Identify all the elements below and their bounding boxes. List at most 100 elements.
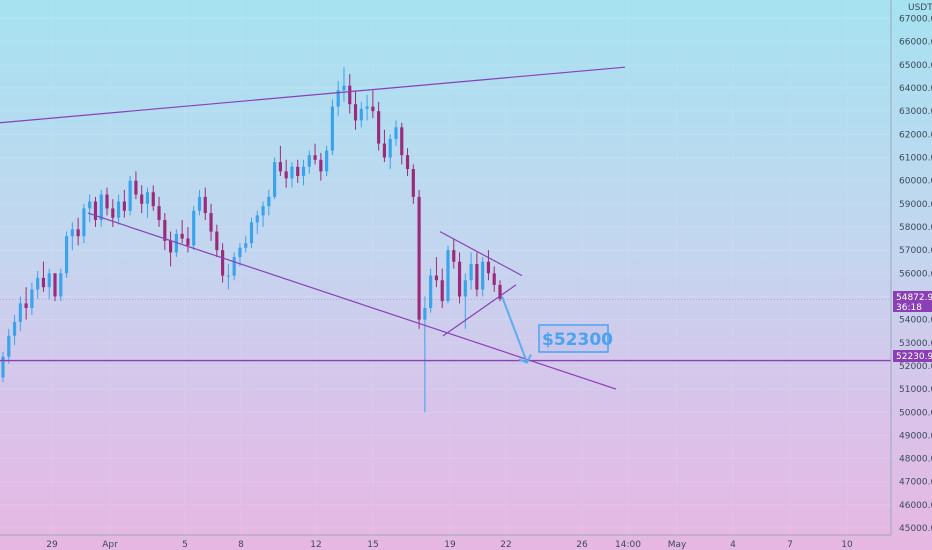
candle-body xyxy=(30,289,34,309)
candle-body xyxy=(492,273,496,285)
candle-body xyxy=(255,215,259,223)
candle-body xyxy=(238,247,242,258)
y-tick-label: 56000.00 xyxy=(899,269,932,279)
candle-body xyxy=(457,261,462,297)
candle-body xyxy=(64,236,69,274)
y-tick-label: 64000.00 xyxy=(899,84,932,94)
candle-body xyxy=(319,159,323,172)
candle-body xyxy=(36,277,40,290)
candle-body xyxy=(192,210,196,246)
candle-body xyxy=(180,233,184,239)
candle-body xyxy=(88,201,92,209)
y-tick-label: 51000.00 xyxy=(899,385,932,395)
candle-body xyxy=(12,321,17,336)
y-tick-label: 57000.00 xyxy=(899,246,932,256)
candle-body xyxy=(313,155,317,160)
candle-body xyxy=(348,85,352,105)
candle-body xyxy=(186,238,190,246)
candle-body xyxy=(475,264,479,290)
candle-body xyxy=(116,201,121,218)
candle-body xyxy=(151,192,155,207)
candle-body xyxy=(59,273,63,297)
candle-body xyxy=(1,356,5,378)
x-tick-label: 10 xyxy=(841,540,853,550)
y-tick-label: 58000.00 xyxy=(899,223,932,233)
candle-body xyxy=(244,243,248,248)
y-tick-label: 60000.00 xyxy=(899,177,932,187)
y-tick-label: 66000.00 xyxy=(899,38,932,48)
y-tick-label: 67000.00 xyxy=(899,15,932,25)
target-callout[interactable]: $52300 xyxy=(538,324,613,353)
y-tick-label: 48000.00 xyxy=(899,455,932,465)
candle-body xyxy=(261,206,265,216)
candle-body xyxy=(215,231,219,251)
callout-box xyxy=(538,324,609,353)
candle-body xyxy=(440,280,444,302)
x-tick-label: 26 xyxy=(576,540,588,550)
candle-body xyxy=(278,162,282,172)
trendlines xyxy=(0,66,891,390)
x-tick-label: 22 xyxy=(500,540,511,550)
x-tick-label: 19 xyxy=(444,540,456,550)
candle-body xyxy=(382,143,387,158)
candle-body xyxy=(296,166,300,177)
candle-body xyxy=(232,257,236,276)
upper-resistance-line xyxy=(0,66,626,124)
axes: USDT xyxy=(0,0,932,536)
candle-body xyxy=(429,275,433,309)
candle-body xyxy=(411,169,415,197)
candle-body xyxy=(163,220,167,241)
candle-body xyxy=(82,208,86,237)
candle-body xyxy=(24,303,28,309)
forecast-arrowhead xyxy=(518,354,532,364)
candle-body xyxy=(134,180,138,195)
candle-body xyxy=(481,261,485,290)
x-tick-label: 7 xyxy=(787,540,793,550)
candle-body xyxy=(157,206,161,221)
y-tick-label: 59000.00 xyxy=(899,200,932,210)
candle-body xyxy=(325,150,329,172)
candle-body xyxy=(226,275,230,277)
candle-body xyxy=(221,250,225,276)
candle-body xyxy=(7,335,11,357)
x-tick-label: 12 xyxy=(310,540,321,550)
candle-body xyxy=(405,155,410,170)
candle-body xyxy=(249,222,254,244)
candle-body xyxy=(105,194,109,209)
candle-body xyxy=(197,196,202,211)
candle-body xyxy=(122,201,126,211)
candle-body xyxy=(169,240,173,253)
x-tick-label: 14:00 xyxy=(615,540,641,550)
candle-body xyxy=(145,192,150,204)
candle-body xyxy=(423,308,427,320)
candle-body xyxy=(47,273,51,288)
candle-body xyxy=(434,275,439,281)
level-price-tag: 52230.92 xyxy=(893,350,932,362)
current-price-value: 54872.90 xyxy=(896,293,932,303)
x-tick-label: 5 xyxy=(182,540,188,550)
candle-body xyxy=(284,171,288,179)
candle-body xyxy=(99,194,103,221)
candle-body xyxy=(174,233,178,253)
candle-body xyxy=(400,127,404,156)
y-tick-label: 53000.00 xyxy=(899,339,932,349)
candle-body xyxy=(53,273,57,297)
y-axis-unit: USDT xyxy=(908,3,932,13)
x-tick-label: Apr xyxy=(102,540,118,550)
callout-text: $52300 xyxy=(542,330,613,350)
candle-body xyxy=(111,208,115,218)
candle-body xyxy=(330,106,334,151)
candle-body xyxy=(128,180,132,211)
candle-body xyxy=(18,303,22,322)
candle-body xyxy=(377,111,381,144)
countdown-value: 36:18 xyxy=(896,303,922,313)
y-axis-ticks: 45000.00 46000.00 47000.00 48000.00 49000.00… xyxy=(899,15,932,535)
level-price-value: 52230.92 xyxy=(896,352,932,362)
y-tick-label: 45000.00 xyxy=(899,524,932,534)
candle-body xyxy=(452,250,456,262)
candle-body xyxy=(336,90,340,107)
candle-body xyxy=(93,201,98,221)
y-tick-label: 63000.00 xyxy=(899,107,932,117)
